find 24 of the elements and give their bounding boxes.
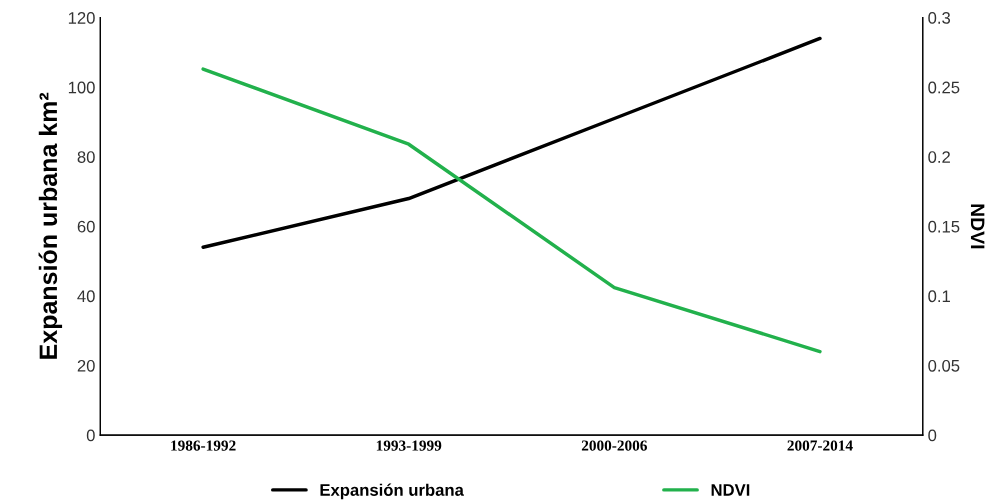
legend-label: Expansión urbana bbox=[320, 483, 464, 500]
y2-tick-label: 0 bbox=[928, 429, 937, 442]
line-series bbox=[201, 67, 822, 354]
y-tick-label: 0 bbox=[86, 429, 95, 442]
line-series bbox=[201, 36, 822, 249]
y2-axis-title: NDVI bbox=[970, 204, 985, 249]
y-tick-label: 20 bbox=[77, 359, 95, 372]
y2-tick-label: 0.15 bbox=[928, 220, 960, 233]
y-tick-label: 60 bbox=[77, 220, 95, 233]
y2-tick-label: 0.1 bbox=[928, 290, 950, 303]
y-tick-label: 100 bbox=[68, 81, 95, 94]
x-tick-label: 1993-1999 bbox=[376, 440, 442, 451]
legend-label: NDVI bbox=[711, 484, 750, 496]
y2-tick-label: 0.3 bbox=[928, 12, 951, 24]
x-tick-label: 2000-2006 bbox=[581, 440, 647, 451]
y-tick-label: 40 bbox=[77, 290, 95, 303]
y2-tick-label: 0.05 bbox=[928, 359, 960, 372]
x-tick-label: 1986-1992 bbox=[171, 440, 236, 451]
y2-tick-label: 0.25 bbox=[928, 81, 960, 94]
y-axis-title: Expansión urbana km² bbox=[38, 92, 63, 359]
y-tick-label: 80 bbox=[77, 151, 95, 163]
y-tick-label: 120 bbox=[68, 12, 95, 24]
x-tick-label: 2007-2014 bbox=[787, 440, 853, 451]
y2-tick-label: 0.2 bbox=[928, 151, 950, 163]
